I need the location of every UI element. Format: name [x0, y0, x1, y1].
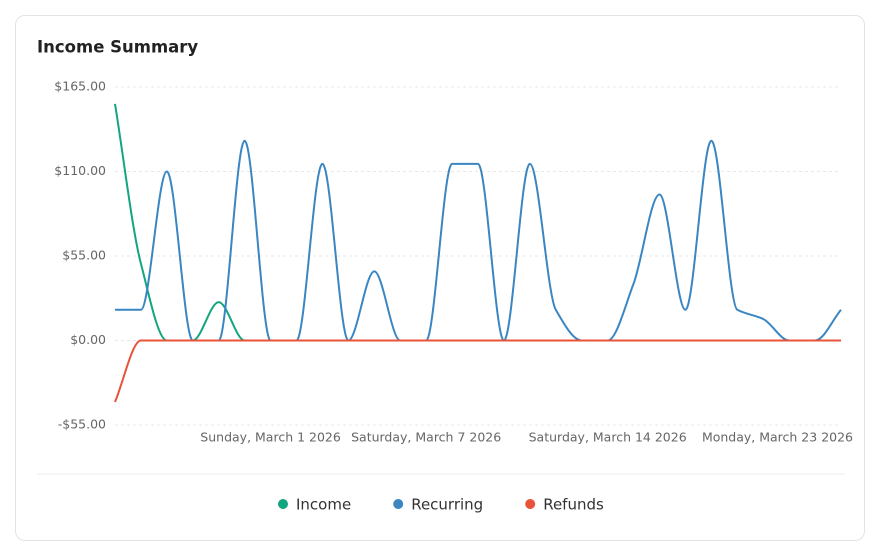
card: [15, 15, 865, 541]
y-tick-label: -$55.00: [58, 417, 106, 432]
y-tick-label: $55.00: [62, 248, 106, 263]
y-tick-label: $0.00: [70, 332, 106, 347]
x-tick-label: Saturday, March 7 2026: [351, 430, 501, 445]
legend-marker: [525, 499, 536, 509]
line: [114, 339, 841, 403]
x-tick-label: Monday, March 23 2026: [702, 430, 853, 445]
line: [114, 103, 841, 342]
y-tick-label: $165.00: [54, 79, 106, 94]
legend-label: Refunds: [543, 496, 604, 514]
y-tick-label: $110.00: [54, 163, 106, 178]
x-tick-label: Saturday, March 14 2026: [529, 430, 687, 445]
legend-label: Recurring: [411, 496, 483, 514]
line: [115, 139, 842, 342]
legend-marker: [278, 499, 289, 509]
chart-title: Income Summary: [37, 38, 198, 57]
x-tick-label: Sunday, March 1 2026: [200, 430, 341, 445]
legend-marker: [393, 499, 404, 509]
legend-label: Income: [296, 496, 351, 514]
